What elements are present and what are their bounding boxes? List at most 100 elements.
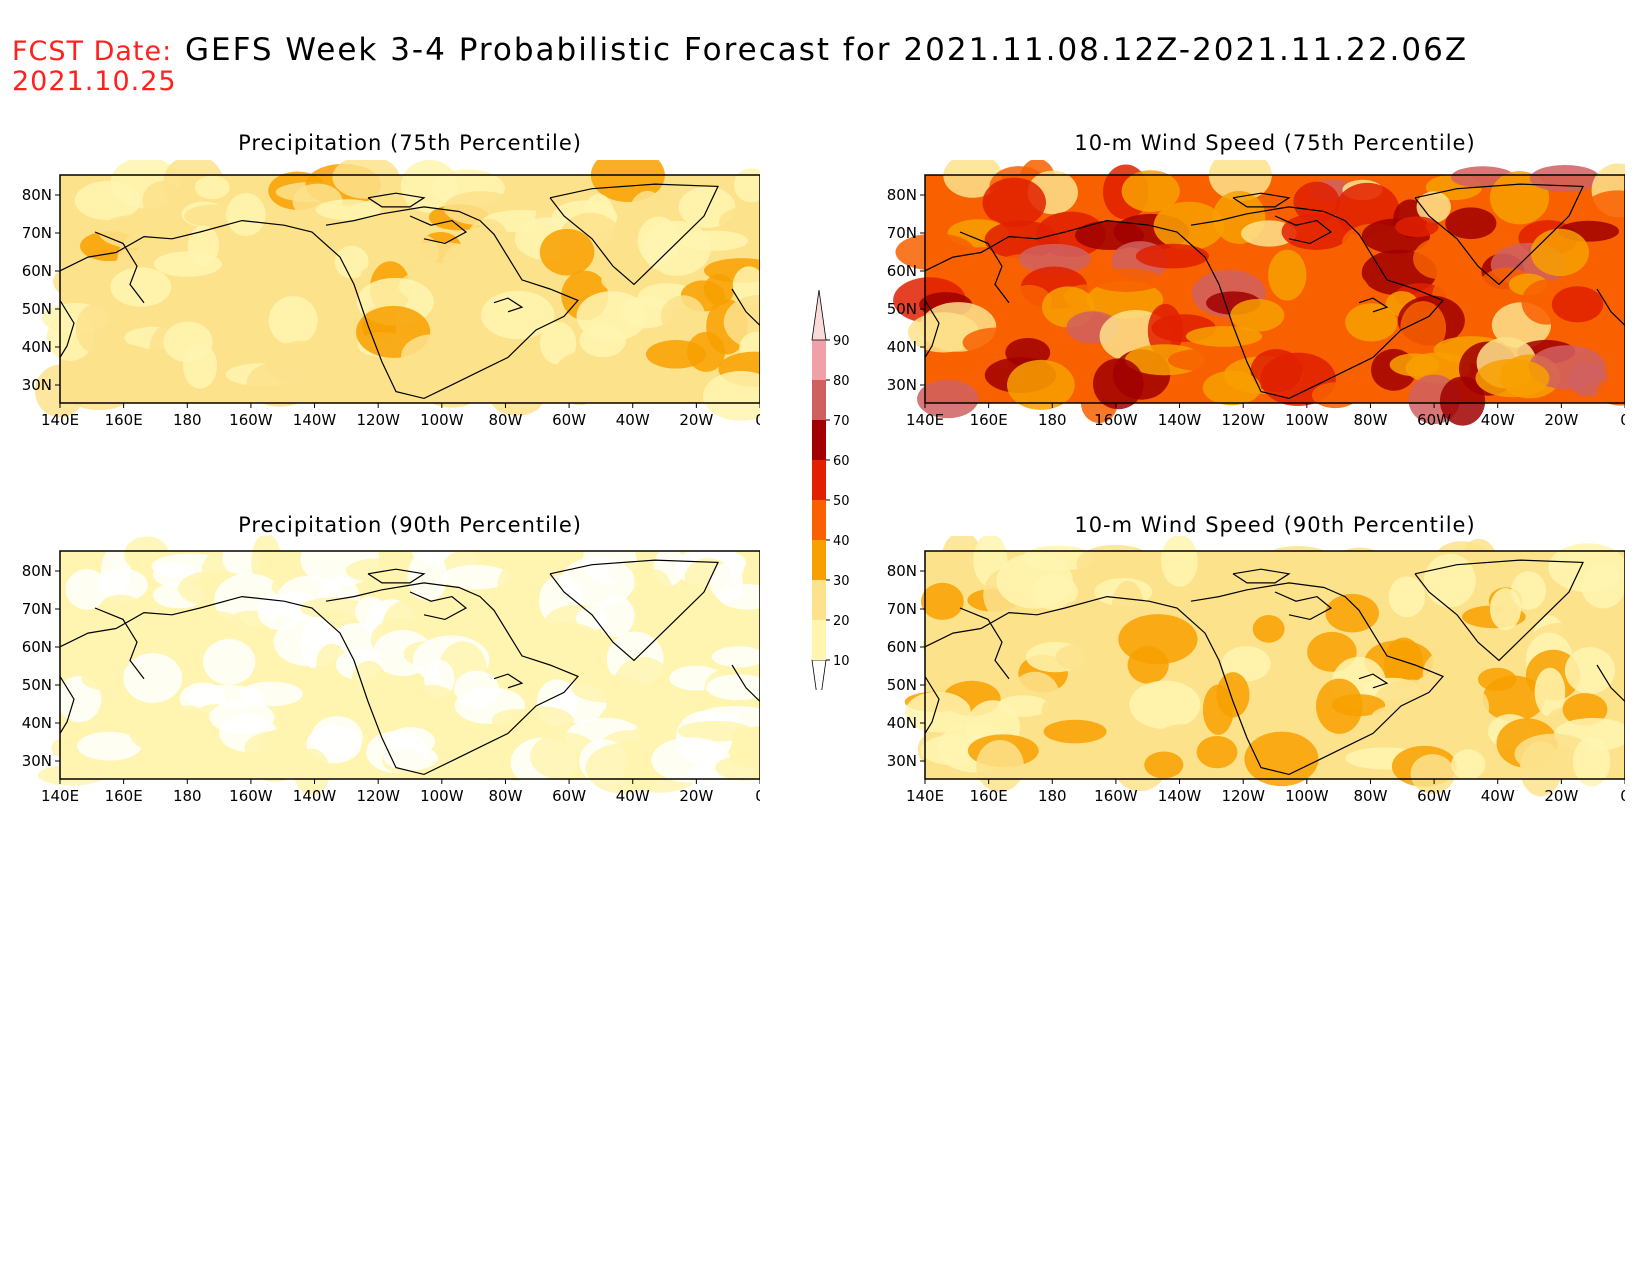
lat-tick-label: 70N	[22, 224, 52, 242]
lon-tick-label: 0	[1620, 411, 1625, 429]
lat-tick-label: 40N	[887, 338, 917, 356]
lon-tick-label: 160E	[970, 411, 1008, 429]
colorbar-level-label: 60	[833, 454, 850, 469]
lon-tick-label: 20W	[1544, 787, 1578, 805]
lat-tick-label: 60N	[887, 638, 917, 656]
map-wind-75: 140E 160E 180 160W 140W 120W 100W 80W 60W 40W 20W 0…	[887, 160, 1625, 429]
colorbar-segment	[812, 620, 826, 660]
colorbar-level-label: 50	[833, 494, 850, 509]
fcst-date-value: 2021.10.25	[12, 66, 177, 97]
lon-tick-label: 80W	[1353, 411, 1387, 429]
lat-tick-label: 50N	[887, 300, 917, 318]
lon-tick-label: 100W	[1285, 411, 1329, 429]
lon-tick-label: 180	[1038, 411, 1067, 429]
lon-tick-label: 160E	[105, 411, 143, 429]
lat-tick-label: 30N	[887, 752, 917, 770]
lat-tick-label: 60N	[887, 262, 917, 280]
colorbar-segment	[811, 289, 827, 341]
colorbar-segment	[811, 659, 827, 690]
colorbar-segment	[812, 500, 826, 540]
colorbar-level-label: 30	[833, 574, 850, 589]
lon-tick-label: 100W	[420, 787, 464, 805]
lon-tick-label: 160W	[229, 411, 273, 429]
lon-tick-label: 140W	[293, 787, 337, 805]
lat-tick-label: 80N	[887, 562, 917, 580]
lat-tick-label: 50N	[22, 676, 52, 694]
lat-tick-label: 30N	[22, 752, 52, 770]
colorbar-segment	[812, 540, 826, 580]
lon-tick-label: 60W	[1417, 787, 1451, 805]
colorbar-segment	[812, 420, 826, 460]
colorbar-level-label: 70	[833, 414, 850, 429]
lon-tick-label: 180	[173, 787, 202, 805]
lat-tick-label: 40N	[22, 714, 52, 732]
lon-tick-label: 140E	[41, 411, 79, 429]
panel-title-wind-90: 10-m Wind Speed (90th Percentile)	[1074, 513, 1476, 537]
lon-tick-label: 60W	[552, 787, 586, 805]
colorbar-segment	[812, 380, 826, 420]
lon-tick-label: 160E	[970, 787, 1008, 805]
lon-tick-label: 100W	[420, 411, 464, 429]
lon-tick-label: 20W	[679, 787, 713, 805]
lon-tick-label: 40W	[1481, 787, 1515, 805]
lon-tick-label: 160W	[229, 787, 273, 805]
lat-tick-label: 60N	[22, 262, 52, 280]
lat-tick-label: 50N	[22, 300, 52, 318]
lon-tick-label: 160E	[105, 787, 143, 805]
lon-tick-label: 140W	[1158, 787, 1202, 805]
lat-tick-label: 30N	[887, 376, 917, 394]
lon-tick-label: 140E	[906, 411, 944, 429]
map-wind-90: 140E 160E 180 160W 140W 120W 100W 80W 60W 40W 20W 0…	[887, 536, 1625, 805]
forecast-title: GEFS Week 3-4 Probabilistic Forecast for…	[185, 32, 1469, 68]
lon-tick-label: 120W	[356, 411, 400, 429]
lat-tick-label: 40N	[22, 338, 52, 356]
lon-tick-label: 60W	[1417, 411, 1451, 429]
lon-tick-label: 160W	[1094, 787, 1138, 805]
lat-tick-label: 70N	[22, 600, 52, 618]
map-precip-75: 140E 160E 180 160W 140W 120W 100W 80W 60W 40W 20W 0…	[22, 160, 760, 429]
lat-tick-label: 70N	[887, 600, 917, 618]
colorbar-level-label: 20	[833, 614, 850, 629]
lat-tick-label: 70N	[887, 224, 917, 242]
lon-tick-label: 100W	[1285, 787, 1329, 805]
colorbar-segment	[812, 340, 826, 380]
lon-tick-label: 160W	[1094, 411, 1138, 429]
lon-tick-label: 80W	[488, 787, 522, 805]
colorbar-level-label: 80	[833, 374, 850, 389]
colorbar-level-label: 40	[833, 534, 850, 549]
lon-tick-label: 20W	[679, 411, 713, 429]
lon-tick-label: 80W	[1353, 787, 1387, 805]
lon-tick-label: 0	[755, 787, 760, 805]
lon-tick-label: 20W	[1544, 411, 1578, 429]
colorbar-level-label: 90	[833, 334, 850, 349]
lat-tick-label: 50N	[887, 676, 917, 694]
lat-tick-label: 30N	[22, 376, 52, 394]
lon-tick-label: 180	[173, 411, 202, 429]
lon-tick-label: 140E	[41, 787, 79, 805]
lon-tick-label: 180	[1038, 787, 1067, 805]
lon-tick-label: 0	[1620, 787, 1625, 805]
panel-title-precip-90: Precipitation (90th Percentile)	[238, 513, 582, 537]
lat-tick-label: 80N	[22, 186, 52, 204]
lon-tick-label: 80W	[488, 411, 522, 429]
lat-tick-label: 40N	[887, 714, 917, 732]
lon-tick-label: 0	[755, 411, 760, 429]
lon-tick-label: 120W	[356, 787, 400, 805]
colorbar-level-label: 10	[833, 654, 850, 669]
lon-tick-label: 140W	[293, 411, 337, 429]
fcst-date-label: FCST Date:	[12, 36, 173, 67]
lon-tick-label: 120W	[1221, 411, 1265, 429]
panel-title-wind-75: 10-m Wind Speed (75th Percentile)	[1074, 131, 1476, 155]
colorbar-segment	[812, 580, 826, 620]
lat-tick-label: 60N	[22, 638, 52, 656]
lon-tick-label: 40W	[616, 787, 650, 805]
lon-tick-label: 140W	[1158, 411, 1202, 429]
panel-title-precip-75: Precipitation (75th Percentile)	[238, 131, 582, 155]
lat-tick-label: 80N	[22, 562, 52, 580]
lon-tick-label: 40W	[616, 411, 650, 429]
lon-tick-label: 40W	[1481, 411, 1515, 429]
lon-tick-label: 120W	[1221, 787, 1265, 805]
colorbar-segment	[812, 460, 826, 500]
lon-tick-label: 140E	[906, 787, 944, 805]
map-precip-90: 140E 160E 180 160W 140W 120W 100W 80W 60W 40W 20W 0…	[22, 536, 760, 805]
